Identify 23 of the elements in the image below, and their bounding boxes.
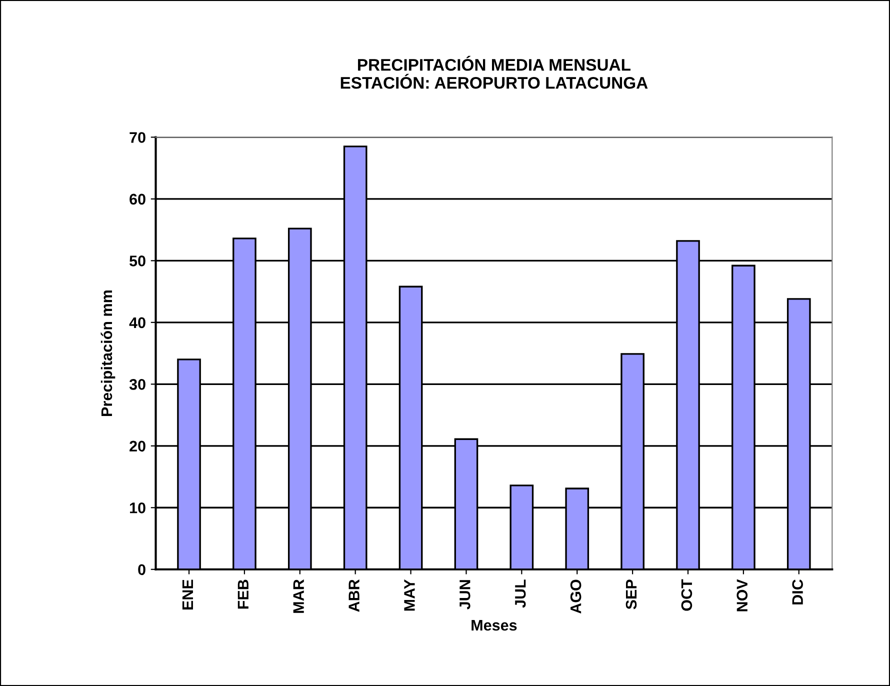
x-tick-label: DIC bbox=[792, 580, 803, 604]
y-tick-label: 30 bbox=[129, 379, 146, 390]
x-tick-label: ABR bbox=[348, 579, 360, 612]
y-tick-label: 50 bbox=[130, 256, 146, 266]
x-tick-label: AGO bbox=[570, 580, 582, 614]
x-tick-label: OCT bbox=[681, 579, 692, 611]
y-tick-label: 20 bbox=[130, 440, 146, 452]
y-tick-label: 60 bbox=[130, 194, 146, 205]
x-tick-label: MAY bbox=[404, 579, 415, 611]
x-axis-title: Meses bbox=[472, 620, 517, 631]
chart-title: PRECIPITACIÓN MEDIA MENSUAL ESTACIÓN: AEROPURTO LATACUNGA bbox=[340, 56, 648, 89]
y-tick-label: 10 bbox=[130, 502, 146, 514]
x-tick-label: JUN bbox=[460, 580, 470, 610]
y-tick-label: 40 bbox=[129, 317, 146, 328]
x-tick-label: ENE bbox=[182, 580, 193, 610]
y-tick-label: 70 bbox=[130, 132, 146, 143]
x-tick-label: NOV bbox=[736, 579, 748, 612]
y-axis-title: Precipitación mm bbox=[100, 290, 116, 416]
x-tick-label: FEB bbox=[238, 580, 248, 609]
y-tick-label: 0 bbox=[138, 564, 146, 576]
x-tick-label: MAR bbox=[293, 579, 304, 613]
x-tick-label: JUL bbox=[515, 580, 526, 608]
x-tick-label: SEP bbox=[626, 580, 637, 610]
